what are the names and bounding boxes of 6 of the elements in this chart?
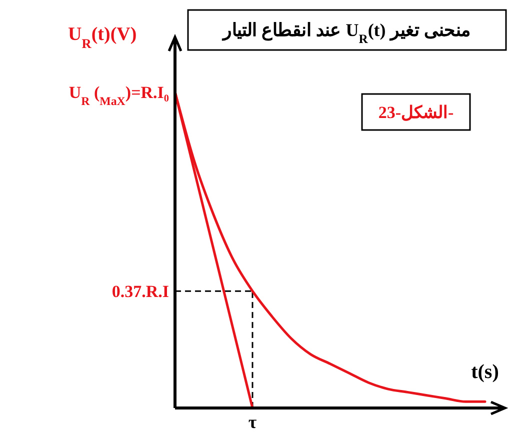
annotation: الشكل-23- [378, 103, 454, 122]
x-axis-title: t(s) [471, 361, 499, 383]
text: τ [248, 412, 258, 432]
text: 0.37.R.I [112, 282, 170, 302]
text: U$_{R}$ ($_{MaX}$)=R.I₀ [68, 82, 169, 108]
y-axis-title: U$_{R}$(t)(V) [68, 24, 137, 50]
